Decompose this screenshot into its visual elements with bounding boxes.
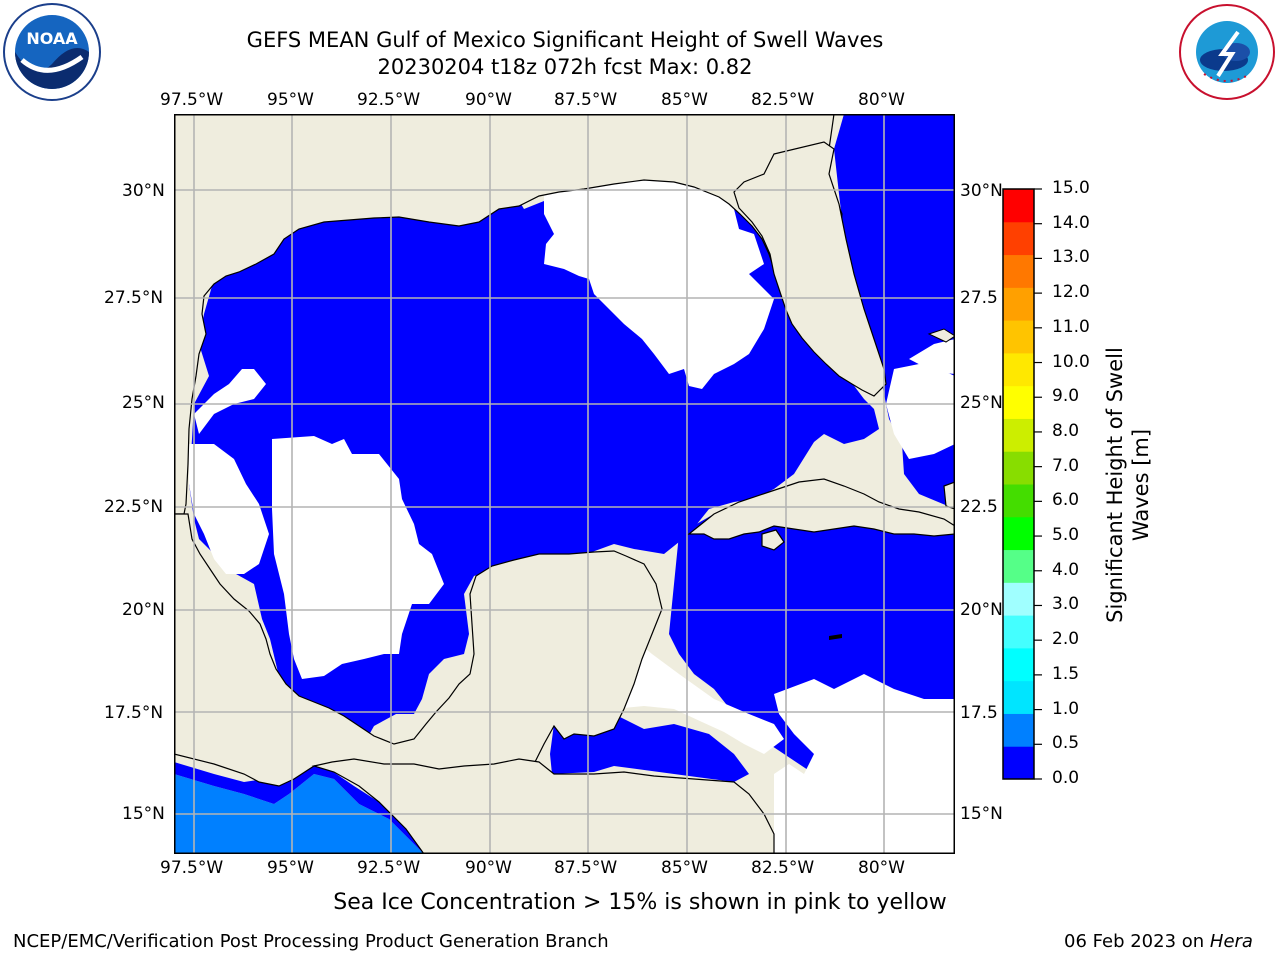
lat-label-left: 30°N (122, 181, 165, 201)
lat-label-right: 20°N (960, 600, 1003, 620)
tx-coast-white (194, 369, 266, 434)
colorbar-swatch (1003, 352, 1034, 387)
footer-organization: NCEP/EMC/Verification Post Processing Pr… (13, 931, 609, 952)
colorbar-tick-label: 2.0 (1052, 629, 1080, 650)
colorbar-swatch (1003, 615, 1034, 649)
lat-label-right: 25°N (960, 393, 1003, 413)
colorbar-frame (1002, 188, 1035, 780)
colorbar-tick-label: 8.0 (1052, 420, 1080, 441)
lat-label-right: 27.5 (960, 288, 998, 308)
colorbar-swatch (1003, 320, 1034, 354)
lat-label-left: 22.5°N (104, 497, 164, 517)
noaa-logo: NOAA (3, 3, 101, 101)
chart-title: GEFS MEAN Gulf of Mexico Significant Hei… (246, 28, 884, 52)
pacific-water-near (174, 762, 424, 854)
lon-label-top: 87.5°W (554, 90, 618, 110)
lon-label-bottom: 87.5°W (554, 858, 618, 878)
lon-label-bottom: 97.5°W (160, 858, 224, 878)
colorbar-tick-label: 3.0 (1052, 594, 1080, 615)
caribbean-east-white (774, 674, 955, 854)
map-frame (174, 114, 955, 854)
lon-label-top: 95°W (267, 90, 314, 110)
colorbar-tick-label: 15.0 (1052, 178, 1090, 198)
colorbar-swatch (1003, 582, 1034, 616)
lon-label-top: 97.5°W (160, 90, 224, 110)
colorbar-tick-label: 5.0 (1052, 525, 1080, 546)
lat-label-left: 27.5°N (104, 288, 164, 308)
lat-label-right: 22.5 (960, 497, 998, 517)
colorbar-tick-label: 9.0 (1052, 386, 1080, 407)
footer-date-text: 06 Feb 2023 on (1064, 931, 1205, 952)
bahamas-white (909, 339, 955, 374)
colorbar-tick-label: 0.0 (1052, 768, 1080, 788)
lon-label-bottom: 90°W (465, 858, 512, 878)
colorbar-swatch (1003, 385, 1034, 419)
lat-label-right: 15°N (960, 804, 1003, 824)
colorbar-swatch (1003, 647, 1034, 682)
colorbar-tick-label: 4.0 (1052, 559, 1080, 580)
footer-date: 06 Feb 2023 on Hera (1064, 931, 1253, 952)
bahamas-land (927, 328, 955, 343)
lon-label-top: 90°W (465, 90, 512, 110)
colorbar-swatch (1003, 484, 1034, 518)
florida-land (733, 141, 887, 397)
colorbar-tick-label: 1.5 (1052, 663, 1080, 684)
lon-label-bottom: 82.5°W (751, 858, 815, 878)
colorbar-swatch (1003, 189, 1034, 223)
western-gulf-white (272, 436, 444, 679)
mexico-coast-white (189, 444, 269, 574)
colorbar-tick-label: 1.0 (1052, 698, 1080, 719)
lat-label-left: 20°N (122, 600, 165, 620)
footer-host: Hera (1209, 931, 1253, 952)
colorbar-tick-label: 12.0 (1052, 282, 1090, 303)
lat-label-left: 25°N (122, 393, 165, 413)
sea-ice-note: Sea Ice Concentration > 15% is shown in … (333, 890, 947, 915)
central-america-land (311, 758, 775, 854)
map-gridlines (174, 114, 955, 854)
lon-label-top: 80°W (858, 90, 905, 110)
jamaica-land (829, 634, 842, 640)
colorbar-swatch (1003, 287, 1034, 321)
colorbar-tick-label: 0.5 (1052, 733, 1080, 754)
colorbar-tick-label: 14.0 (1052, 212, 1090, 233)
lon-label-top: 82.5°W (751, 90, 815, 110)
nws-logo (1179, 4, 1275, 100)
lat-label-left: 15°N (122, 804, 165, 824)
colorbar-swatch (1003, 713, 1034, 747)
colorbar-tick-label: 13.0 (1052, 247, 1090, 268)
colorbar (1002, 188, 1042, 780)
colorbar-swatches (1003, 189, 1034, 780)
colorbar-swatch (1003, 254, 1034, 288)
lat-label-right: 30°N (960, 181, 1003, 201)
colorbar-tick-label: 11.0 (1052, 316, 1090, 337)
isla-juventud-land (761, 529, 785, 551)
lon-label-top: 85°W (661, 90, 708, 110)
hispaniola-land (943, 481, 955, 510)
chart-subtitle: 20230204 t18z 072h fcst Max: 0.82 (377, 55, 753, 79)
colorbar-tick-label: 6.0 (1052, 490, 1080, 511)
cuba-south-white (886, 364, 955, 459)
colorbar-swatch (1003, 516, 1034, 551)
colorbar-tick-label: 7.0 (1052, 455, 1080, 476)
lon-label-top: 92.5°W (357, 90, 421, 110)
colorbar-swatch (1003, 680, 1034, 714)
lon-label-bottom: 85°W (661, 858, 708, 878)
colorbar-tick-label: 10.0 (1052, 351, 1090, 372)
lat-label-left: 17.5°N (104, 703, 164, 723)
lon-label-bottom: 80°W (858, 858, 905, 878)
colorbar-swatch (1003, 451, 1034, 485)
lat-label-right: 17.5 (960, 703, 998, 723)
northeast-gulf-white (544, 172, 774, 389)
lon-label-bottom: 92.5°W (357, 858, 421, 878)
colorbar-title: Significant Height of Swell Waves [m] (1103, 347, 1153, 623)
colorbar-swatch (1003, 418, 1034, 452)
colorbar-swatch (1003, 746, 1034, 780)
cuba-land (687, 478, 955, 540)
colorbar-swatch (1003, 221, 1034, 256)
lon-label-bottom: 95°W (267, 858, 314, 878)
colorbar-ticks (1034, 188, 1042, 780)
colorbar-swatch (1003, 549, 1034, 583)
gulf-map (174, 114, 955, 854)
noaa-logo-text: NOAA (26, 29, 78, 48)
